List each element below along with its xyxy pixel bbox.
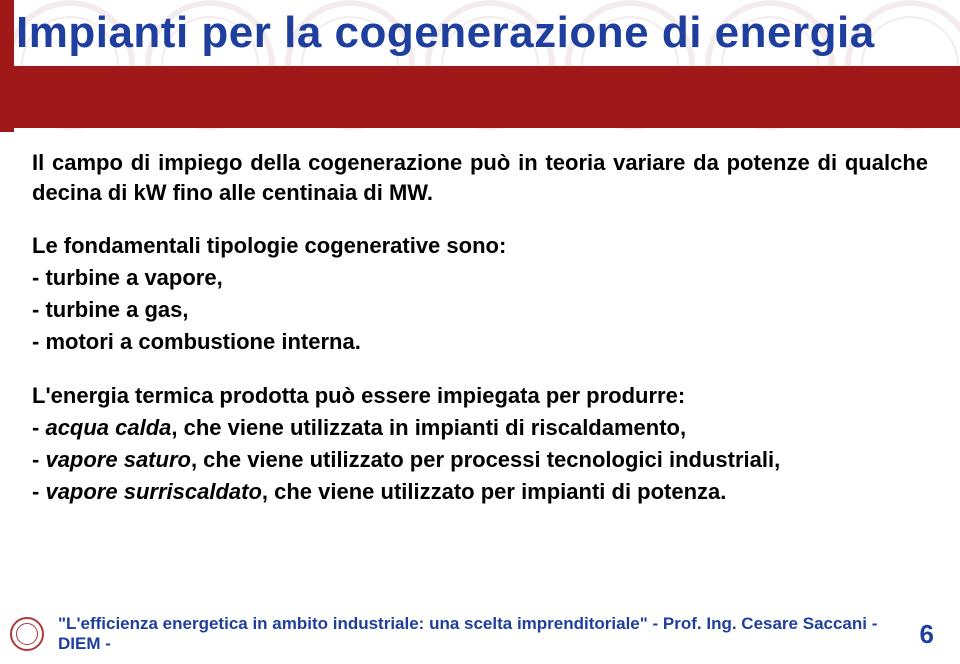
bullet-prefix: -	[32, 479, 45, 504]
bullet-prefix: -	[32, 447, 45, 472]
use-item: - vapore surriscaldato, che viene utiliz…	[32, 479, 928, 505]
use-term: acqua calda	[45, 415, 171, 440]
use-desc: , che viene utilizzato per impianti di p…	[262, 479, 727, 504]
use-term: vapore surriscaldato	[45, 479, 261, 504]
footer: "L'efficienza energetica in ambito indus…	[0, 614, 960, 654]
footer-seal-icon	[10, 617, 44, 651]
type-item: - turbine a vapore,	[32, 265, 928, 291]
type-item: - turbine a gas,	[32, 297, 928, 323]
use-item: - vapore saturo, che viene utilizzato pe…	[32, 447, 928, 473]
page-number: 6	[920, 619, 934, 650]
types-lead: Le fondamentali tipologie cogenerative s…	[32, 233, 928, 259]
bullet-prefix: -	[32, 415, 45, 440]
use-desc: , che viene utilizzata in impianti di ri…	[171, 415, 686, 440]
footer-text: "L'efficienza energetica in ambito indus…	[58, 614, 920, 654]
type-item: - motori a combustione interna.	[32, 329, 928, 355]
uses-lead: L'energia termica prodotta può essere im…	[32, 383, 928, 409]
use-desc: , che viene utilizzato per processi tecn…	[191, 447, 780, 472]
title-band	[0, 66, 960, 128]
use-item: - acqua calda, che viene utilizzata in i…	[32, 415, 928, 441]
content-area: Il campo di impiego della cogenerazione …	[32, 148, 928, 511]
intro-paragraph: Il campo di impiego della cogenerazione …	[32, 148, 928, 207]
title-stripe-left	[0, 0, 14, 132]
slide-title: Impianti per la cogenerazione di energia	[16, 8, 875, 58]
use-term: vapore saturo	[45, 447, 191, 472]
